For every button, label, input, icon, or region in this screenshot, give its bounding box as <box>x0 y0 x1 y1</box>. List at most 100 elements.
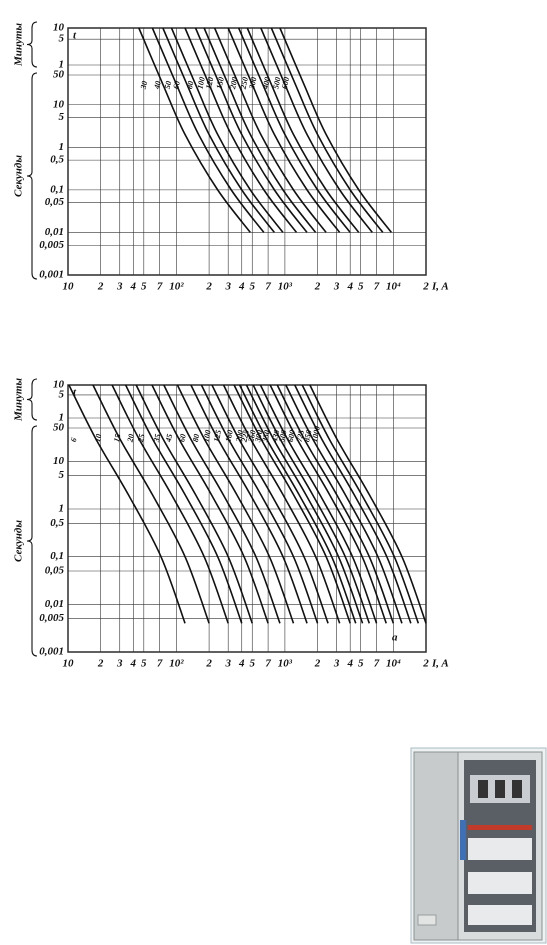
y-tick-label: 1 <box>59 141 65 153</box>
y-tick-label: 10 <box>53 455 65 467</box>
x-tick-label: 4 <box>130 281 137 293</box>
curve-label: 350 <box>260 429 272 444</box>
x-tick-label: 3 <box>333 281 340 293</box>
y-tick-label: 0,01 <box>45 226 64 238</box>
x-tick-label: 2 <box>205 658 212 670</box>
curve-label: 250 <box>238 76 250 91</box>
curve-label: 45 <box>164 433 175 444</box>
x-tick-label: 10 <box>63 281 75 293</box>
curve-label: 30 <box>139 80 150 91</box>
curve <box>162 27 276 233</box>
curve-label: 15 <box>112 433 122 443</box>
y-tick-label: 50 <box>53 422 65 434</box>
curve <box>135 384 254 624</box>
fuse-row <box>468 838 532 860</box>
curve <box>200 384 319 624</box>
unit-label: Секунды <box>13 520 25 562</box>
curve <box>285 384 403 624</box>
brace <box>26 21 38 68</box>
x-tick-label: 2 <box>97 658 104 670</box>
x-tick-label: 2 <box>422 281 429 293</box>
y-tick-label: 0,001 <box>39 269 64 281</box>
y-axis-label: t <box>73 387 77 399</box>
y-tick-label: 10 <box>53 22 65 34</box>
curve-label: 600 <box>286 429 297 443</box>
curve <box>237 27 351 233</box>
y-tick-label: 0,5 <box>50 517 64 529</box>
x-tick-label: 7 <box>265 281 271 293</box>
x-tick-label: 2 <box>314 281 321 293</box>
curve-label: 60 <box>177 433 187 443</box>
curve <box>138 27 251 233</box>
curve <box>163 384 281 624</box>
y-tick-label: 10 <box>53 379 65 391</box>
curve-label: 600 <box>280 76 291 90</box>
x-axis-label: I, A <box>431 281 449 293</box>
curve-label: 20 <box>125 433 136 444</box>
x-tick-label: 4 <box>130 658 137 670</box>
x-tick-label: 7 <box>157 658 163 670</box>
x-tick-label: 10³ <box>278 281 293 293</box>
curve-label: 200 <box>234 429 246 444</box>
unit-label: Секунды <box>13 155 25 197</box>
curve <box>222 384 341 624</box>
curve-label: 25 <box>136 433 147 444</box>
x-tick-label: 3 <box>116 658 123 670</box>
curve-label: 1000 <box>310 425 322 443</box>
curve <box>190 384 308 624</box>
y-tick-label: 0,001 <box>39 646 64 658</box>
x-tick-label: 4 <box>346 281 353 293</box>
brace <box>26 378 38 421</box>
y-tick-label: 0,05 <box>45 565 65 577</box>
curve-label: 300 <box>247 76 259 91</box>
unit-label: Минуты <box>13 378 25 422</box>
y-tick-label: 1 <box>59 59 65 71</box>
curve-label: 100 <box>201 429 212 443</box>
curve <box>309 384 427 624</box>
curve <box>211 384 329 624</box>
brace <box>26 72 38 280</box>
breaker <box>495 780 505 798</box>
curve-label: 225 <box>239 429 251 444</box>
y-tick-label: 0,005 <box>39 612 64 624</box>
curve <box>252 384 371 624</box>
curve <box>260 27 373 233</box>
curve <box>238 384 357 624</box>
curve-label: 260 <box>246 429 258 444</box>
breaker <box>478 780 488 798</box>
y-tick-label: 5 <box>59 33 65 45</box>
x-axis-label: I, A <box>431 658 449 670</box>
curve-label: 200 <box>228 76 240 91</box>
wiring <box>460 820 466 860</box>
curve-label: 100 <box>195 76 206 90</box>
door-plate <box>417 914 437 926</box>
x-tick-label: 10² <box>169 281 184 293</box>
x-tick-label: 10³ <box>278 658 293 670</box>
curve <box>92 384 210 624</box>
brace <box>26 425 38 657</box>
fuse-row <box>468 872 532 894</box>
x-tick-label: 3 <box>224 658 231 670</box>
curve <box>233 384 351 624</box>
curve-label: 80 <box>191 433 201 443</box>
cabinet-door <box>413 751 459 941</box>
x-tick-label: 5 <box>358 281 364 293</box>
curve <box>259 384 378 624</box>
x-tick-label: 7 <box>265 658 271 670</box>
curve <box>227 27 341 233</box>
x-tick-label: 4 <box>346 658 353 670</box>
curve <box>68 384 186 624</box>
curve <box>301 384 420 624</box>
x-tick-label: 10⁴ <box>386 281 401 293</box>
curve <box>213 27 327 233</box>
x-tick-label: 7 <box>374 281 380 293</box>
x-tick-label: 5 <box>141 281 147 293</box>
curve <box>279 27 393 233</box>
curve <box>176 384 295 624</box>
curve <box>124 384 243 624</box>
x-tick-label: 2 <box>422 658 429 670</box>
y-tick-label: 1 <box>59 412 65 424</box>
y-tick-label: 0,1 <box>50 183 64 195</box>
